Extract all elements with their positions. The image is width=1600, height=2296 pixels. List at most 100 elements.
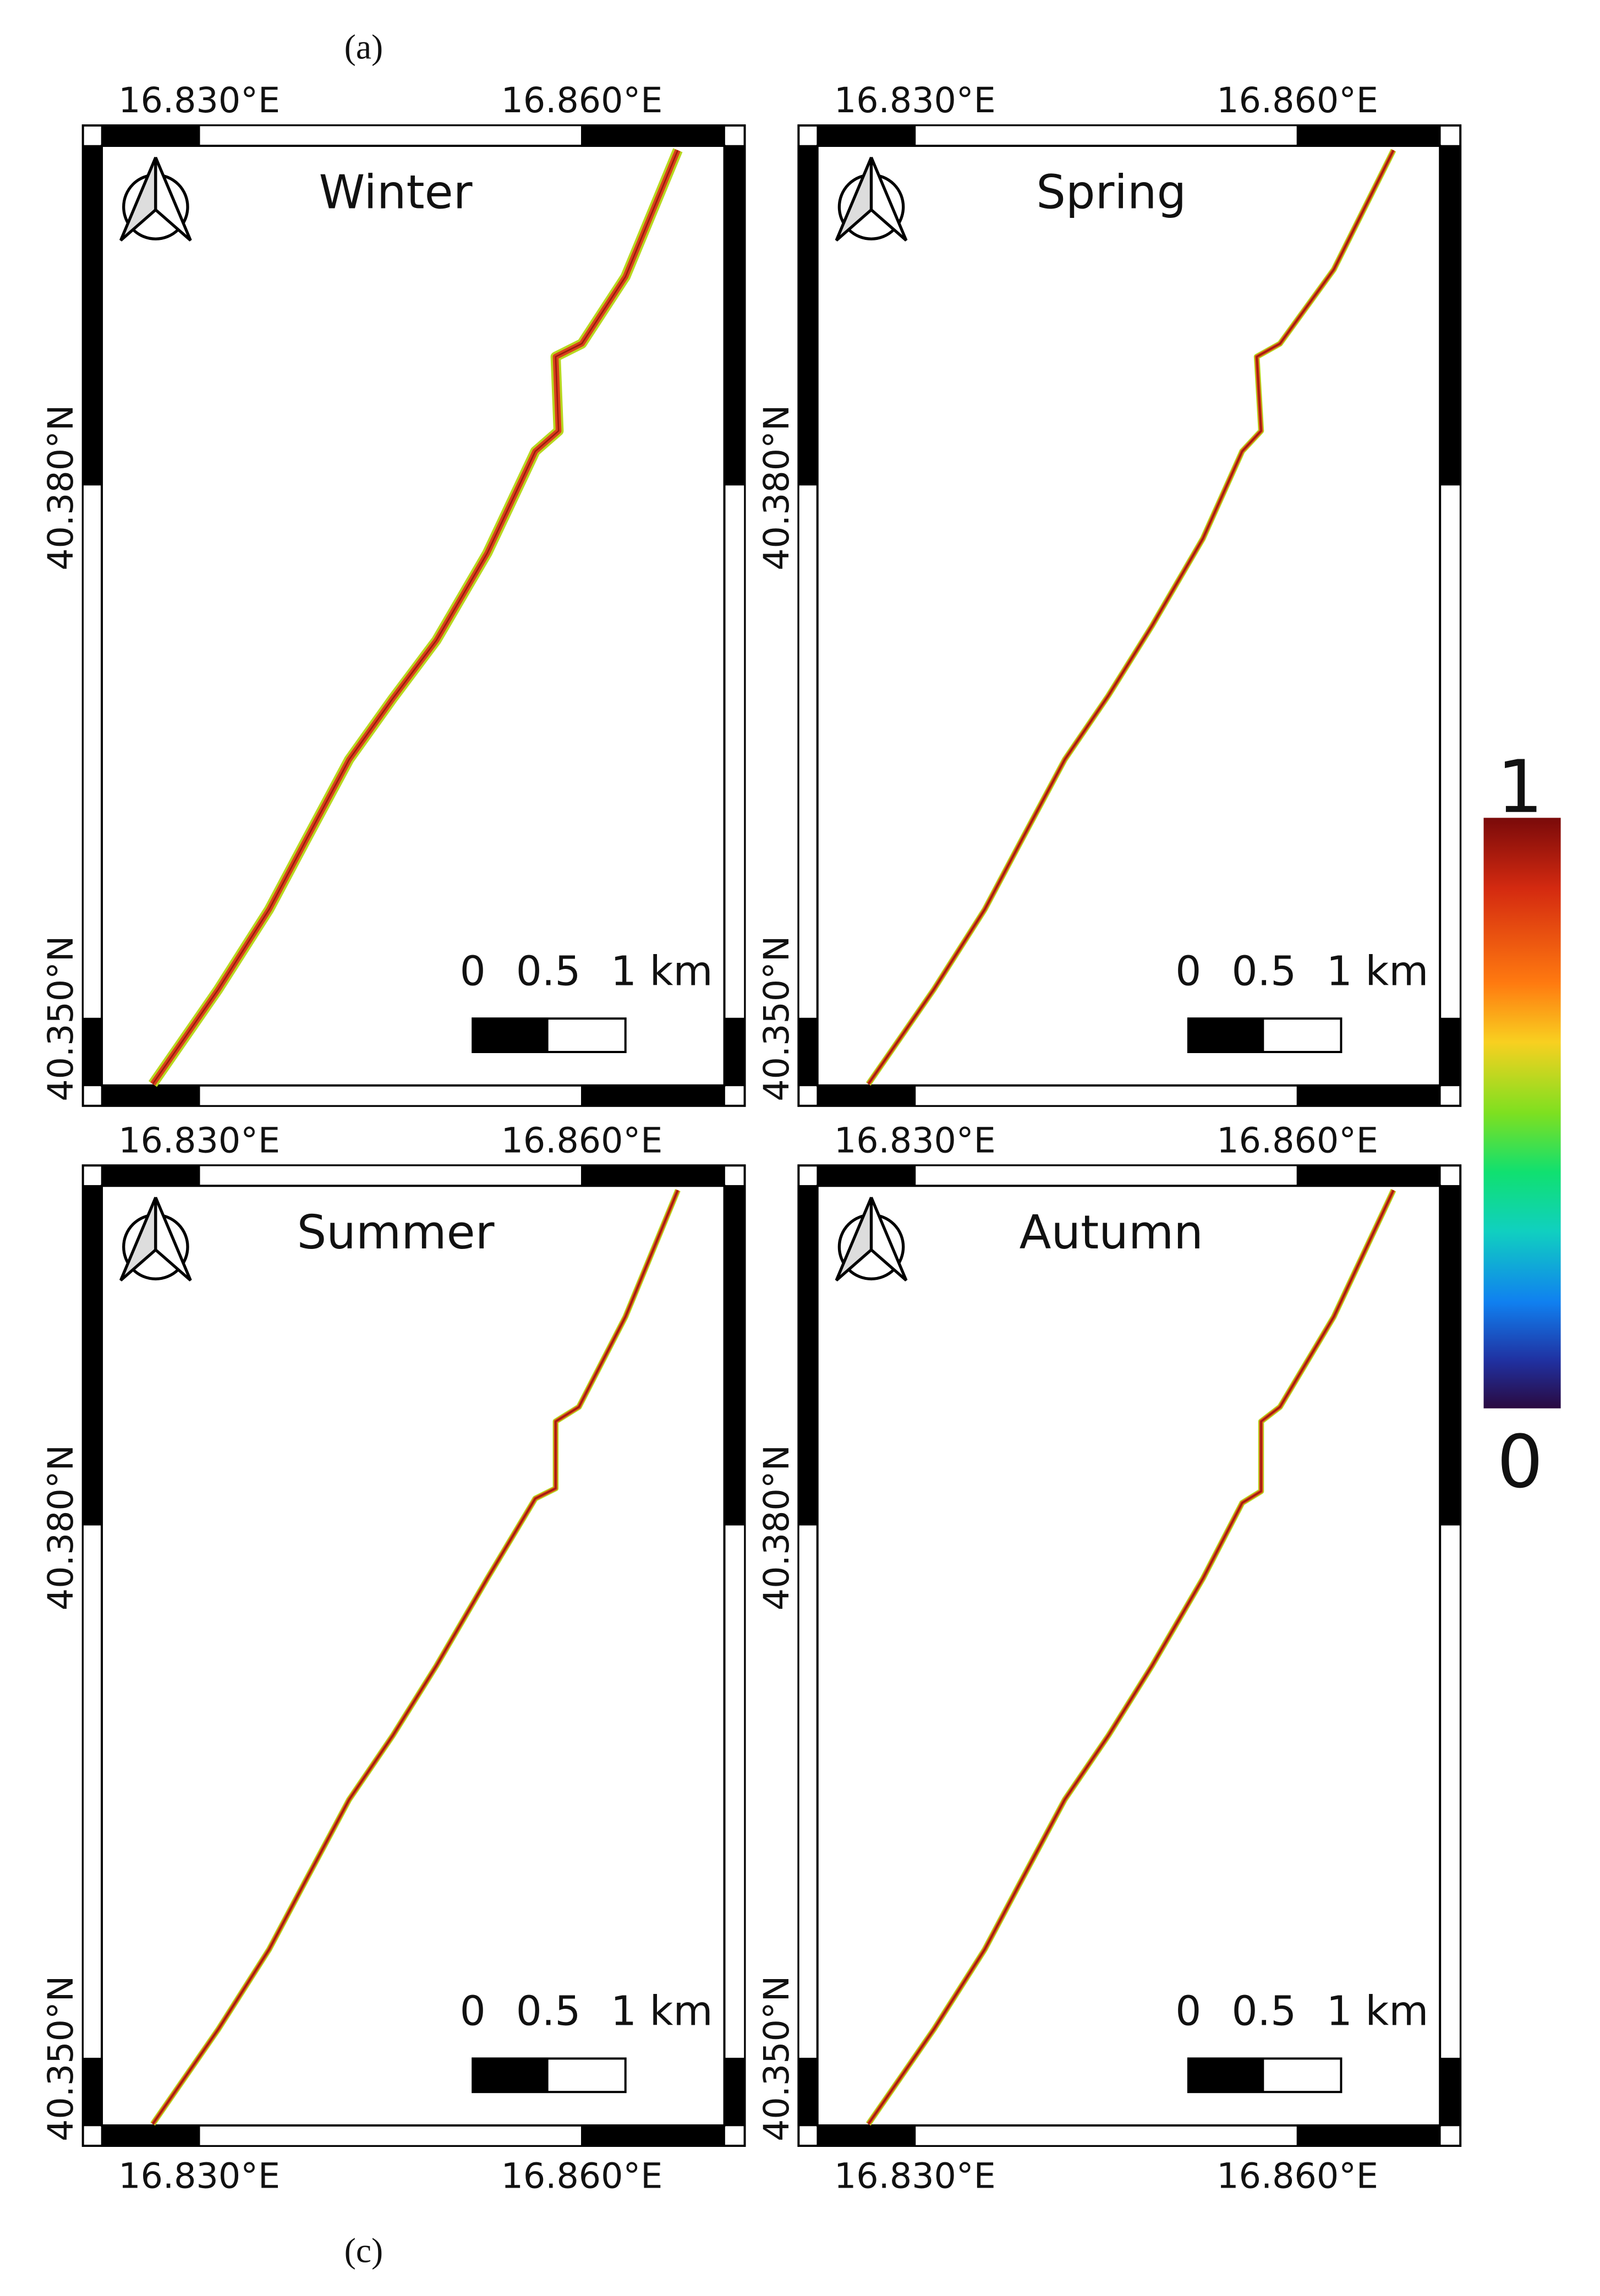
lon-label: 16.860°E	[501, 1120, 663, 1160]
lon-label: 16.860°E	[501, 2156, 663, 2196]
frame-bar	[1439, 2058, 1461, 2127]
scale-label: 1 km	[611, 947, 713, 995]
north-arrow	[154, 1197, 192, 1282]
frame-bar	[198, 1084, 583, 1107]
colorbar-max: 1	[1497, 745, 1543, 830]
lat-label: 40.350°N	[756, 1976, 797, 2141]
frame-bar	[798, 2058, 819, 2127]
north-arrow	[154, 157, 192, 242]
season-title: Spring	[1036, 165, 1186, 220]
frame-bar	[914, 1084, 1298, 1107]
scale-label: 0	[1175, 947, 1201, 995]
scale-bar-black	[473, 2058, 549, 2092]
frame-bar	[82, 1524, 103, 2059]
frame-bar	[817, 1084, 916, 1107]
lat-label: 40.380°N	[40, 405, 81, 571]
frame-bar	[817, 2124, 916, 2147]
panel-label: (a)	[344, 27, 383, 66]
frame-bar	[724, 1524, 746, 2059]
frame-bar	[101, 1084, 200, 1107]
frame-bar	[581, 1084, 725, 1107]
frame-bar	[198, 2124, 583, 2147]
coast-core	[868, 150, 1394, 1084]
frame-bar	[817, 1164, 916, 1187]
frame-bar	[1439, 484, 1461, 1020]
lon-label: 16.830°E	[834, 80, 996, 120]
frame-bar	[581, 124, 725, 147]
scale-bar-black	[1188, 2058, 1264, 2092]
map-panel: Winter 0 0.5 1 km 16.830°E 16.860°E 40.380°N 40…	[40, 27, 746, 1107]
lat-label: 40.350°N	[756, 936, 797, 1102]
frame-bar	[817, 124, 916, 147]
frame-bar	[581, 1164, 725, 1187]
scale-label: 1 km	[611, 1988, 713, 2035]
scale-label: 1 km	[1327, 1988, 1429, 2035]
lat-label: 40.350°N	[40, 936, 81, 1102]
lon-label: 16.830°E	[118, 1120, 280, 1160]
lon-label: 16.830°E	[118, 80, 280, 120]
frame-bar	[101, 2124, 200, 2147]
lon-label: 16.860°E	[1217, 1120, 1378, 1160]
scale-label: 0.5	[516, 947, 581, 995]
frame-bar	[581, 2124, 725, 2147]
frame-bar	[1439, 1524, 1461, 2059]
frame-bar	[82, 145, 103, 486]
frame-bar	[82, 1017, 103, 1087]
lon-label: 16.830°E	[118, 2156, 280, 2196]
season-title: Autumn	[1020, 1205, 1203, 1259]
frame-bar	[1439, 1185, 1461, 1526]
lat-label: 40.380°N	[756, 405, 797, 571]
frame-bar	[798, 1017, 819, 1087]
lat-label: 40.350°N	[40, 1976, 81, 2141]
coast-core	[152, 150, 679, 1084]
north-arrow	[869, 1197, 908, 1282]
frame-bar	[798, 1185, 819, 1526]
frame-bar	[1296, 1164, 1441, 1187]
frame-bar	[198, 124, 583, 147]
colorbar-min: 0	[1497, 1420, 1543, 1504]
scale-bar-black	[1188, 1018, 1264, 1053]
frame-bar	[798, 1524, 819, 2059]
frame-bar	[798, 484, 819, 1020]
frame-bar	[1439, 1017, 1461, 1087]
frame-bar	[1439, 145, 1461, 486]
scale-label: 0.5	[1231, 1988, 1296, 2035]
season-title: Winter	[319, 165, 473, 220]
map-area	[101, 1185, 726, 2127]
map-area	[816, 145, 1442, 1087]
lon-label: 16.860°E	[1217, 80, 1378, 120]
lon-label: 16.860°E	[1217, 2156, 1378, 2196]
map-area	[101, 145, 726, 1087]
frame-bar	[724, 145, 746, 486]
frame-bar	[914, 2124, 1298, 2147]
season-title: Summer	[297, 1205, 495, 1259]
frame-bar	[198, 1164, 583, 1187]
frame-bar	[914, 1164, 1298, 1187]
frame-bar	[724, 1185, 746, 1526]
map-panel: Autumn 0 0.5 1 km 16.830°E 16.860°E 16.830°E 16…	[756, 1120, 1462, 2196]
frame-bar	[798, 145, 819, 486]
frame-bar	[724, 484, 746, 1020]
frame-bar	[724, 1017, 746, 1087]
lat-label: 40.380°N	[40, 1445, 81, 1610]
map-area	[816, 1185, 1442, 2127]
scale-label: 0.5	[516, 1988, 581, 2035]
map-panel: Summer 0 0.5 1 km 16.830°E 16.860°E 16.830°E 16…	[40, 1120, 746, 2270]
lat-label: 40.380°N	[756, 1445, 797, 1610]
frame-bar	[724, 2058, 746, 2127]
scale-bar-black	[473, 1018, 549, 1053]
scale-label: 0	[460, 1988, 486, 2035]
frame-bar	[82, 2058, 103, 2127]
map-panel: Spring 0 0.5 1 km 16.830°E 16.860°E 40.380°N 40…	[756, 80, 1462, 1107]
colorbar	[1483, 818, 1561, 1409]
lon-label: 16.830°E	[834, 2156, 996, 2196]
frame-bar	[914, 124, 1298, 147]
lon-label: 16.860°E	[501, 80, 663, 120]
frame-bar	[82, 484, 103, 1020]
frame-bar	[101, 1164, 200, 1187]
lon-label: 16.830°E	[834, 1120, 996, 1160]
coast-core	[152, 1190, 679, 2125]
frame-bar	[1296, 124, 1441, 147]
scale-label: 0	[1175, 1988, 1201, 2035]
